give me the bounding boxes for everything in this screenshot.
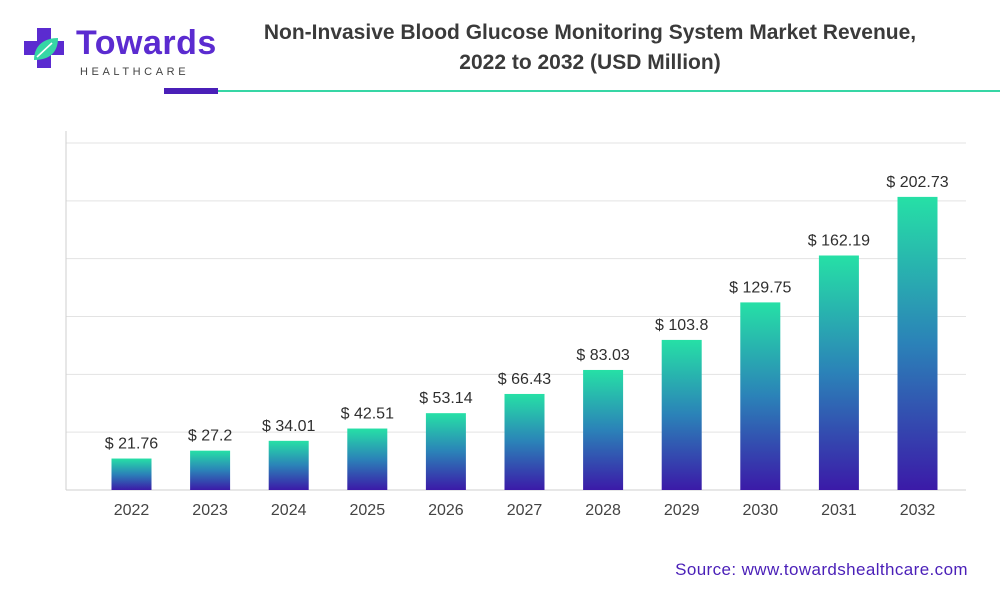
header-divider-accent [164, 88, 218, 94]
x-tick-2030: 2030 [743, 502, 779, 519]
chart-title-line-1: Non-Invasive Blood Glucose Monitoring Sy… [263, 21, 917, 44]
brand-logo: Towards HEALTHCARE [20, 22, 216, 82]
bar-2026 [425, 413, 466, 490]
x-tick-2024: 2024 [271, 502, 307, 519]
data-labels: $ 21.76 $ 27.2 $ 34.01 $ 42.51 $ 53.14 $ 66.4… [105, 174, 949, 453]
bar-2030 [740, 302, 781, 490]
bar-2024 [268, 440, 309, 490]
value-label-2031: $ 162.19 [808, 233, 870, 250]
bar-2027 [504, 393, 545, 490]
value-label-2023: $ 27.2 [188, 428, 233, 445]
bar-2028 [583, 369, 624, 490]
value-label-2032: $ 202.73 [886, 174, 948, 191]
medical-cross-leaf-icon [24, 28, 64, 68]
bar-2032 [897, 196, 938, 490]
value-label-2024: $ 34.01 [262, 418, 315, 435]
bar-2023 [190, 450, 231, 490]
value-label-2029: $ 103.8 [655, 317, 708, 334]
x-tick-2029: 2029 [664, 502, 700, 519]
x-tick-labels: 2022 2023 2024 2025 2026 2027 2028 2029 2030 2031… [114, 502, 936, 519]
brand-name: Towards [76, 24, 217, 62]
bar-2031 [818, 255, 859, 490]
x-tick-2032: 2032 [900, 502, 936, 519]
value-label-2026: $ 53.14 [419, 390, 472, 407]
gridlines [66, 142, 966, 433]
x-tick-2026: 2026 [428, 502, 464, 519]
value-label-2025: $ 42.51 [341, 406, 394, 423]
x-tick-2023: 2023 [192, 502, 228, 519]
x-tick-2027: 2027 [507, 502, 543, 519]
x-tick-2031: 2031 [821, 502, 857, 519]
bars [111, 196, 938, 490]
x-tick-2022: 2022 [114, 502, 150, 519]
value-label-2027: $ 66.43 [498, 371, 551, 388]
brand-tagline: HEALTHCARE [80, 66, 190, 78]
chart-title: Non-Invasive Blood Glucose Monitoring Sy… [210, 18, 970, 78]
bar-2029 [661, 339, 702, 490]
chart-title-line-2: 2022 to 2032 (USD Million) [459, 51, 721, 74]
value-label-2022: $ 21.76 [105, 436, 158, 453]
x-tick-2028: 2028 [585, 502, 621, 519]
x-tick-2025: 2025 [350, 502, 386, 519]
bar-2022 [111, 458, 152, 490]
value-label-2028: $ 83.03 [576, 347, 629, 364]
value-label-2030: $ 129.75 [729, 279, 791, 296]
header-divider-line [218, 90, 1000, 92]
bar-2025 [347, 428, 388, 490]
source-note: Source: www.towardshealthcare.com [675, 560, 968, 579]
